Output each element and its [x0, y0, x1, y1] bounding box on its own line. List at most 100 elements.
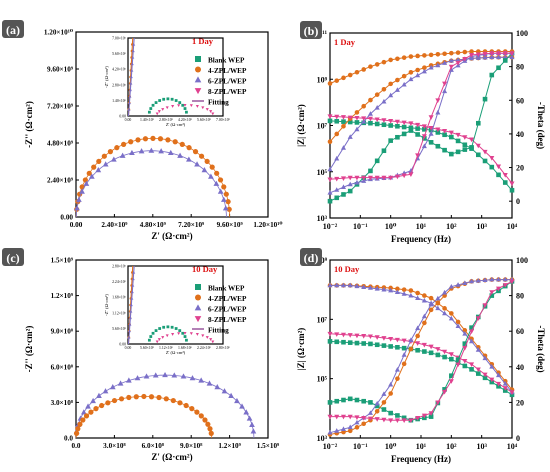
modulus-point — [327, 166, 333, 172]
phase-point — [482, 303, 488, 308]
modulus-point — [368, 120, 373, 126]
phase-point — [327, 429, 333, 435]
y-tick-label: 10³ — [317, 434, 328, 443]
data-point — [177, 152, 183, 158]
phase-point — [435, 109, 441, 115]
data-point — [91, 164, 97, 170]
inset-y-tick-label: 0.00 — [119, 115, 126, 119]
data-point — [221, 184, 227, 190]
phase-point — [482, 51, 488, 57]
modulus-point — [421, 342, 427, 348]
inset-point — [131, 55, 135, 59]
modulus-point — [495, 54, 502, 60]
phase-point — [455, 357, 461, 362]
x-tick-label: 10⁴ — [507, 442, 518, 451]
phase-point — [327, 414, 333, 420]
modulus-point — [428, 344, 434, 350]
modulus-point — [469, 338, 475, 344]
phase-point — [347, 428, 353, 434]
modulus-point — [422, 293, 427, 298]
phase-point — [354, 175, 360, 181]
modulus-point — [482, 54, 488, 60]
phase-point — [495, 286, 502, 292]
legend-marker — [194, 316, 202, 323]
modulus-point — [381, 286, 387, 292]
modulus-point — [327, 282, 333, 288]
phase-point — [428, 301, 434, 307]
modulus-point — [455, 323, 461, 328]
modulus-fit-line — [329, 340, 513, 396]
x-tick-label: 10⁴ — [507, 222, 518, 231]
inset-y-title: -Z'' (Ω·cm²) — [104, 66, 109, 88]
modulus-point — [509, 181, 515, 187]
modulus-point — [327, 331, 333, 337]
fitting-curve — [75, 396, 213, 439]
phase-fit-line — [330, 280, 513, 421]
phase-point — [381, 391, 387, 396]
phase-point — [422, 53, 427, 58]
phase-point — [347, 175, 353, 181]
modulus-point — [469, 367, 474, 372]
data-point — [202, 417, 208, 423]
legend-label: Blank WEP — [208, 57, 245, 65]
y-right-tick-label: 20 — [516, 164, 524, 173]
data-point — [207, 426, 213, 432]
data-point — [119, 152, 126, 158]
y-tick-label: 9.0×10⁸ — [51, 328, 74, 336]
modulus-point — [381, 122, 387, 128]
data-point — [99, 402, 105, 409]
data-point — [152, 372, 159, 378]
phase-point — [442, 81, 448, 87]
phase-point — [475, 278, 481, 283]
data-point — [208, 430, 214, 436]
phase-point — [381, 148, 387, 154]
y-tick-label: 10⁷ — [317, 122, 328, 131]
modulus-point — [435, 305, 441, 311]
y-tick-label: 9.60×10⁹ — [47, 66, 74, 74]
modulus-point — [347, 282, 353, 288]
phase-point — [395, 376, 400, 381]
modulus-point — [482, 149, 488, 155]
phase-point — [415, 415, 421, 421]
data-point — [101, 153, 107, 159]
inset-point — [128, 316, 132, 320]
data-point — [114, 145, 120, 151]
phase-point — [401, 418, 407, 423]
y-right-tick-label: 100 — [516, 256, 528, 265]
phase-point — [462, 341, 468, 346]
phase-point — [401, 361, 407, 367]
inset-point — [157, 110, 161, 113]
legend-marker — [195, 66, 201, 73]
modulus-point — [327, 118, 333, 124]
data-point — [209, 164, 215, 170]
data-point — [138, 148, 145, 154]
x-tick-label: 10⁻¹ — [353, 442, 368, 451]
x-tick-label: 10¹ — [416, 442, 427, 451]
inset-y-title: -Z'' (Ω·cm²) — [104, 294, 109, 316]
phase-point — [455, 60, 461, 66]
phase-point — [421, 413, 427, 419]
phase-point — [374, 62, 380, 67]
inset-y-tick-label: 1.12×10⁶ — [112, 311, 127, 315]
data-point — [217, 177, 224, 183]
inset-point — [162, 97, 166, 101]
phase-point — [442, 51, 447, 57]
modulus-point — [442, 354, 447, 360]
modulus-point — [354, 120, 360, 125]
phase-point — [415, 53, 420, 59]
phase-point — [428, 140, 434, 145]
modulus-point — [347, 340, 353, 345]
data-point — [88, 409, 94, 415]
modulus-point — [395, 77, 400, 83]
phase-point — [442, 387, 447, 392]
phase-point — [442, 147, 447, 153]
data-point — [243, 409, 250, 415]
data-point — [214, 383, 221, 390]
modulus-fit-line — [330, 284, 513, 393]
y-right-tick-label: 60 — [516, 96, 524, 105]
modulus-point — [401, 81, 407, 87]
data-point — [225, 199, 231, 205]
phase-point — [408, 346, 414, 352]
modulus-point — [422, 349, 427, 354]
